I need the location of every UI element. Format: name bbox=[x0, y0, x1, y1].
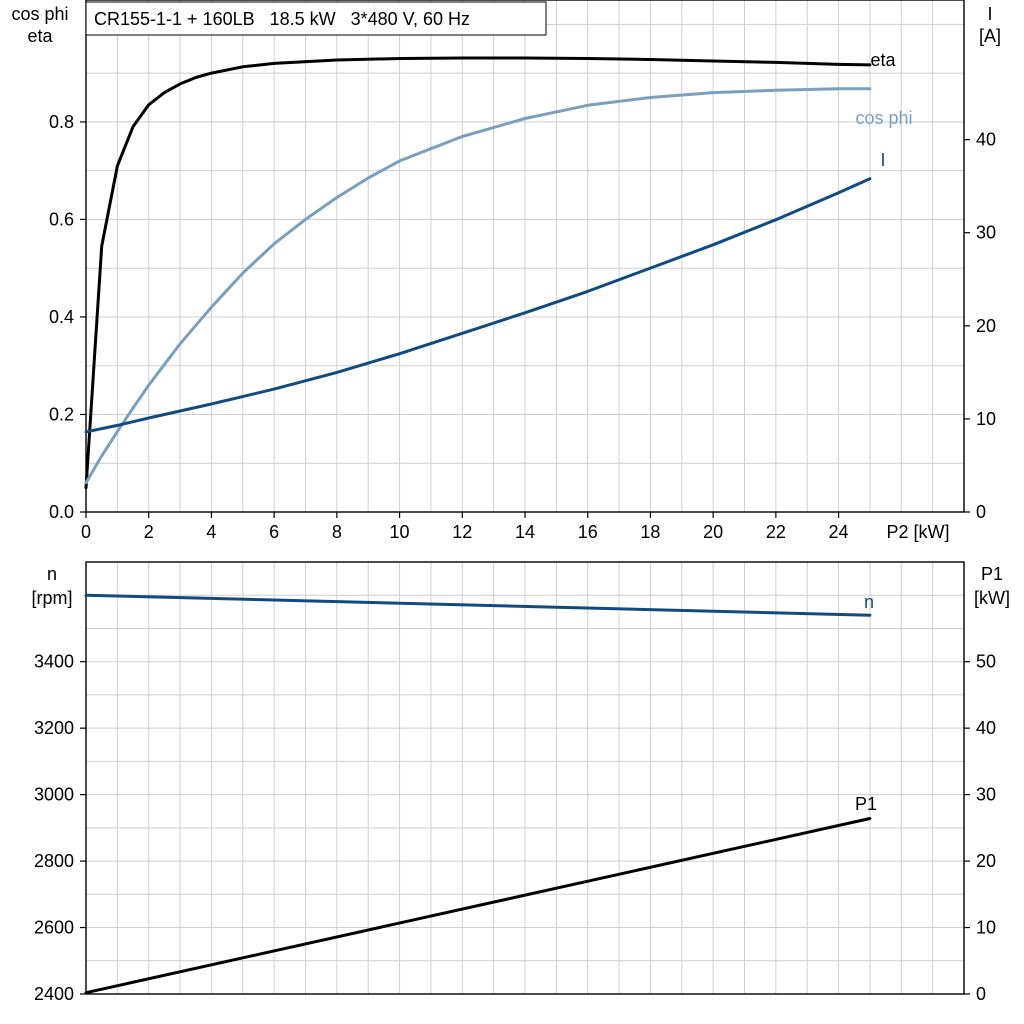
series-line-p1 bbox=[84, 817, 872, 995]
lower-plot-frame bbox=[85, 561, 965, 995]
upper-left-axis-label-line2: eta bbox=[27, 26, 53, 46]
y-left-tick-label: 2800 bbox=[34, 851, 74, 871]
y-right-tick-label: 0 bbox=[976, 502, 986, 522]
current-curve-label: I bbox=[880, 150, 885, 170]
upper-panel: 0 2 4 6 8 10 12 14 16 18 20 22 240.00.20.40.60.80102… bbox=[11, 0, 1001, 542]
x-axis-label: P2 [kW] bbox=[886, 522, 949, 542]
lower-tick-labels: 2400 2600 2800 3000 3200 3400 0 10 20 30 40 50 bbox=[34, 652, 996, 1004]
p1-curve-label: P1 bbox=[855, 794, 877, 814]
y-left-tick-label: 3000 bbox=[34, 785, 74, 805]
lower-right-axis-label-line1: P1 bbox=[981, 564, 1003, 584]
series-line-eta bbox=[84, 56, 872, 490]
lower-left-axis-label-line2: [rpm] bbox=[31, 588, 72, 608]
y-left-tick-label: 3400 bbox=[34, 652, 74, 672]
y-right-tick-label: 40 bbox=[976, 130, 996, 150]
y-right-tick-label: 20 bbox=[976, 316, 996, 336]
x-tick-label: 18 bbox=[640, 522, 660, 542]
speed-curve-label: n bbox=[864, 592, 874, 612]
upper-left-axis-label-line1: cos phi bbox=[11, 4, 68, 24]
x-tick-label: 14 bbox=[515, 522, 535, 542]
series-line-cosphi bbox=[84, 87, 872, 485]
lower-left-axis-label-line1: n bbox=[47, 564, 57, 584]
upper-series-group bbox=[84, 56, 872, 490]
y-left-tick-label: 0.8 bbox=[49, 112, 74, 132]
y-right-tick-label: 30 bbox=[976, 223, 996, 243]
y-left-tick-label: 0.6 bbox=[49, 209, 74, 229]
x-tick-label: 4 bbox=[206, 522, 216, 542]
x-tick-label: 0 bbox=[81, 522, 91, 542]
y-right-tick-label: 30 bbox=[976, 785, 996, 805]
y-left-tick-label: 2600 bbox=[34, 918, 74, 938]
x-tick-label: 2 bbox=[144, 522, 154, 542]
lower-right-axis-label-line2: [kW] bbox=[974, 588, 1010, 608]
cosphi-curve-label: cos phi bbox=[855, 108, 912, 128]
y-left-tick-label: 3200 bbox=[34, 718, 74, 738]
y-left-tick-label: 0.4 bbox=[49, 307, 74, 327]
x-tick-label: 6 bbox=[269, 522, 279, 542]
y-left-tick-label: 0.0 bbox=[49, 502, 74, 522]
x-tick-label: 10 bbox=[390, 522, 410, 542]
y-right-tick-label: 20 bbox=[976, 851, 996, 871]
x-tick-label: 16 bbox=[578, 522, 598, 542]
chart-title: CR155-1-1 + 160LB 18.5 kW 3*480 V, 60 Hz bbox=[94, 9, 470, 29]
eta-curve-label: eta bbox=[870, 50, 896, 70]
y-right-tick-label: 10 bbox=[976, 918, 996, 938]
y-right-tick-label: 0 bbox=[976, 984, 986, 1004]
y-left-tick-label: 2400 bbox=[34, 984, 74, 1004]
lower-series-group bbox=[84, 593, 872, 995]
upper-right-axis-label-line2: [A] bbox=[979, 26, 1001, 46]
y-right-tick-label: 10 bbox=[976, 409, 996, 429]
y-right-tick-label: 40 bbox=[976, 718, 996, 738]
x-tick-label: 22 bbox=[766, 522, 786, 542]
y-left-tick-label: 0.2 bbox=[49, 404, 74, 424]
y-right-tick-label: 50 bbox=[976, 652, 996, 672]
x-tick-label: 24 bbox=[829, 522, 849, 542]
x-tick-label: 20 bbox=[703, 522, 723, 542]
series-line-n bbox=[84, 593, 872, 617]
x-tick-label: 12 bbox=[452, 522, 472, 542]
lower-panel: 2400 2600 2800 3000 3200 3400 0 10 20 30 40 50 n [r… bbox=[31, 561, 1010, 1004]
x-tick-label: 8 bbox=[332, 522, 342, 542]
title-box bbox=[85, 1, 547, 36]
series-line-i bbox=[84, 177, 872, 434]
upper-tick-labels: 0 2 4 6 8 10 12 14 16 18 20 22 240.00.20.40.60.80102… bbox=[49, 112, 996, 542]
upper-right-axis-label-line1: I bbox=[987, 4, 992, 24]
